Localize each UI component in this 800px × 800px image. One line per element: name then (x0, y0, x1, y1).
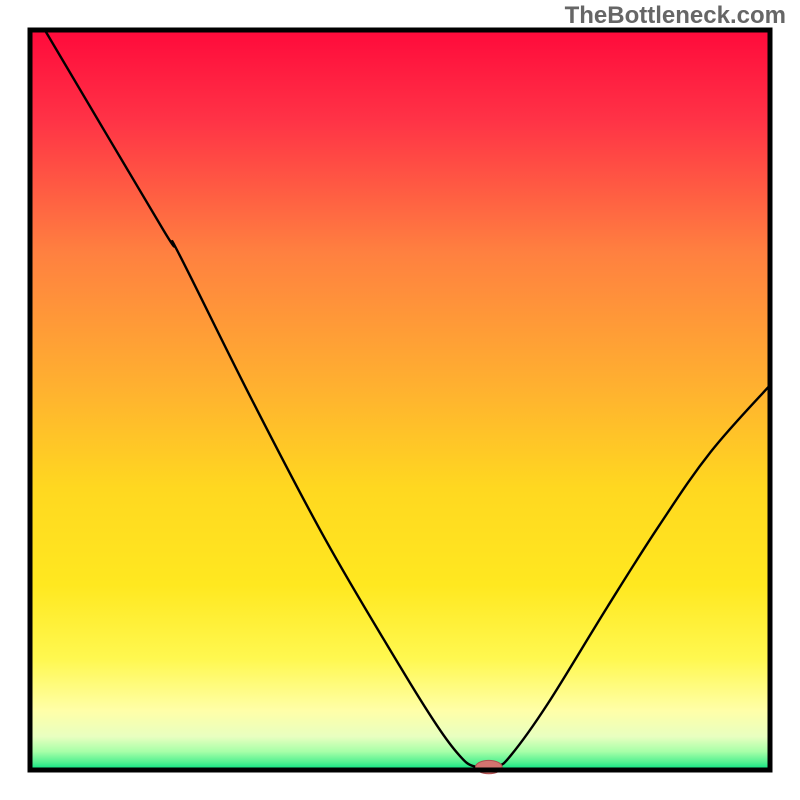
chart-container: TheBottleneck.com (0, 0, 800, 800)
plot-background (30, 30, 770, 770)
watermark-text: TheBottleneck.com (565, 2, 786, 30)
bottleneck-chart (0, 0, 800, 800)
